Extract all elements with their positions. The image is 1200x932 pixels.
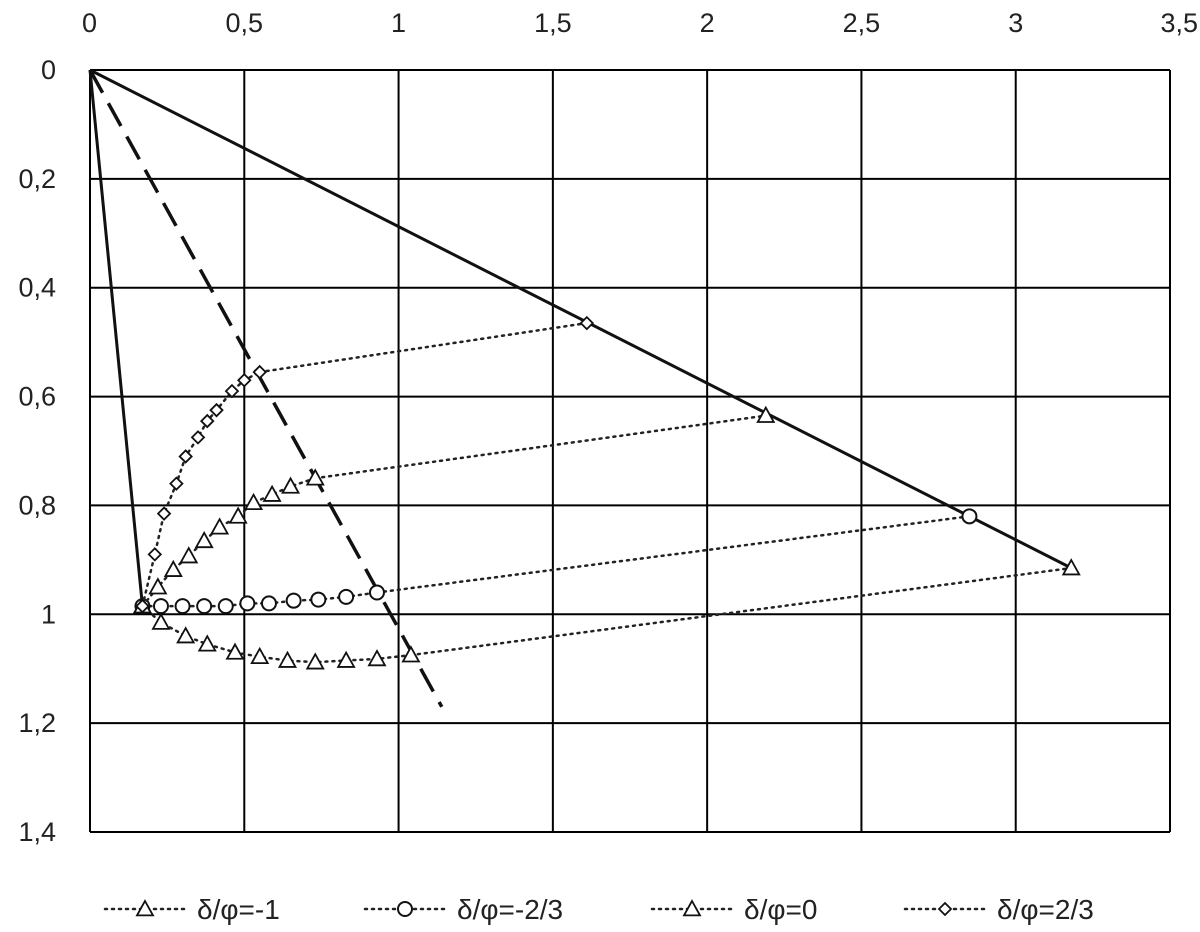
data-point: [285, 592, 302, 609]
series-line: [141, 476, 317, 608]
dashed-reference-line: [88, 69, 444, 708]
legend: δ/φ=-1 δ/φ=-2/3 δ/φ=0 δ/φ=2/3: [103, 894, 1094, 925]
data-point: [961, 508, 978, 525]
y-tick-label: 0,6: [18, 382, 56, 412]
series-line: [141, 370, 261, 608]
x-tick-label: 3,5: [1160, 8, 1198, 38]
legend-marker: [682, 899, 702, 917]
x-tick-label: 0,5: [226, 8, 264, 38]
data-point: [169, 476, 184, 491]
data-point: [163, 559, 183, 577]
series-3: [135, 315, 595, 614]
x-tick-label: 0: [82, 8, 97, 38]
x-tick-label: 1: [391, 8, 406, 38]
solid-reference-line: [89, 68, 1072, 570]
series-extension-line: [375, 515, 971, 594]
legend-item: δ/φ=0: [650, 894, 817, 925]
x-tick-label: 2: [700, 8, 715, 38]
y-tick-label: 0: [41, 55, 56, 85]
data-point: [209, 402, 224, 418]
series-extension-line: [314, 414, 768, 480]
series-layer: [132, 315, 1081, 670]
data-point: [228, 506, 248, 524]
data-point: [197, 634, 217, 652]
data-point: [756, 405, 776, 423]
y-tick-label: 1,2: [18, 708, 56, 738]
legend-label: δ/φ=-1: [197, 894, 280, 925]
solid-reference-line: [88, 69, 144, 607]
data-point: [148, 577, 168, 595]
data-point: [217, 598, 234, 615]
data-point: [190, 430, 206, 445]
x-tick-label: 2,5: [843, 8, 881, 38]
data-point: [244, 492, 264, 511]
y-tick-label: 0,4: [18, 273, 56, 303]
legend-label: δ/φ=0: [744, 894, 817, 925]
y-tick-label: 1: [41, 599, 56, 629]
x-tick-label: 3: [1008, 8, 1023, 38]
legend-label: δ/φ=2/3: [997, 894, 1094, 925]
series-extension-line: [258, 321, 589, 374]
data-point: [305, 468, 325, 486]
data-point: [252, 364, 267, 380]
data-point: [579, 315, 595, 331]
legend-marker: [135, 899, 155, 917]
series-0: [132, 558, 1081, 670]
legend-item: δ/φ=-2/3: [363, 894, 563, 925]
y-tick-label: 1,4: [18, 817, 56, 847]
data-point: [135, 598, 150, 614]
data-point: [176, 626, 196, 644]
data-point: [338, 588, 355, 605]
data-point: [225, 642, 245, 660]
data-point: [156, 506, 172, 521]
data-point: [210, 517, 230, 535]
series-extension-line: [409, 566, 1073, 657]
legend-marker: [397, 901, 413, 917]
data-point: [401, 645, 421, 663]
data-point: [281, 476, 301, 494]
data-point: [310, 591, 327, 608]
data-point: [367, 649, 387, 667]
data-point: [277, 650, 298, 668]
data-point: [237, 372, 252, 388]
y-tick-label: 0,8: [18, 490, 56, 520]
data-point: [262, 484, 282, 502]
legend-item: δ/φ=-1: [103, 894, 280, 925]
data-point: [1061, 558, 1081, 576]
series-line: [141, 604, 413, 664]
data-point: [152, 598, 169, 615]
data-point: [147, 547, 163, 562]
data-point: [179, 546, 199, 564]
data-point: [260, 595, 277, 612]
data-point: [336, 650, 356, 668]
data-point: [199, 413, 215, 429]
data-point: [368, 584, 385, 601]
data-point: [250, 646, 270, 665]
data-point: [174, 598, 191, 615]
data-point: [194, 530, 214, 549]
grid-layer: [89, 69, 1171, 833]
x-tick-label: 1,5: [534, 8, 572, 38]
legend-label: δ/φ=-2/3: [457, 894, 563, 925]
series-2: [132, 405, 776, 614]
reference-lines: [88, 68, 1072, 708]
data-point: [196, 598, 213, 615]
data-point: [224, 383, 240, 399]
y-tick-label: 0,2: [18, 164, 56, 194]
axis-labels: 0 0,5 1 1,5 2 2,5 3 3,5 0 0,2 0,4 0,6 0,8 1 1,2 1,4: [18, 8, 1198, 847]
data-point: [239, 595, 256, 612]
data-point: [178, 449, 193, 464]
legend-item: δ/φ=2/3: [903, 894, 1094, 925]
data-point: [305, 652, 325, 670]
data-point: [151, 612, 171, 630]
legend-marker: [937, 901, 953, 917]
